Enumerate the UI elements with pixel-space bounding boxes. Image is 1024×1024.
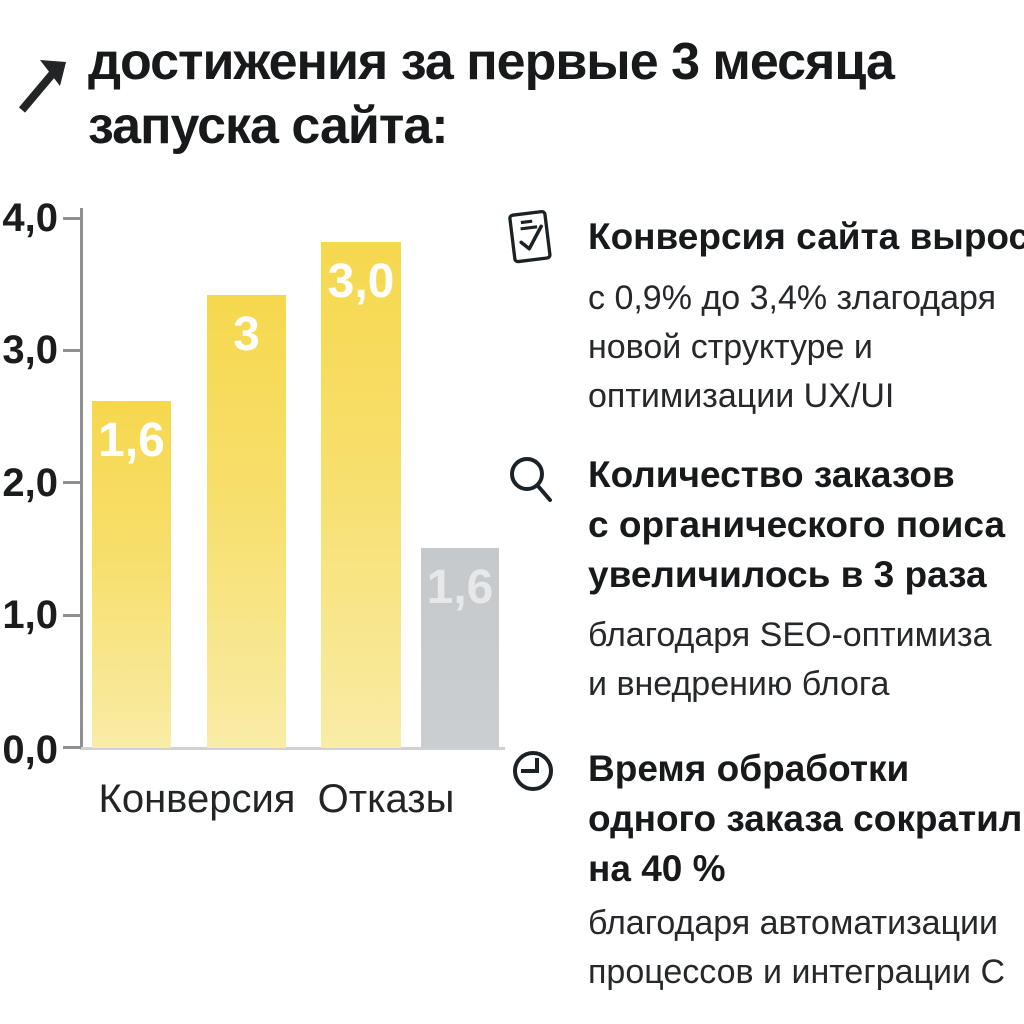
bullet-3-body: благодаря автоматизации процессов и инте… [588,899,1005,997]
bullet-2-body: благодаря SEO-оптимиза и внедрению блога [588,611,992,709]
bar-value-label: 3 [233,308,260,361]
bullet-3-heading: Время обработки одного заказа сократил н… [588,744,1022,894]
bullet-2-heading-line: увеличилось в 3 раза [588,554,987,595]
y-axis-tick [63,481,81,484]
bullet-1-body: с 0,9% до 3,4% злагодаря новой структуре… [588,274,996,421]
x-category-label: Отказы [317,777,455,821]
y-axis-tick [63,217,81,220]
bullet-2-heading-line: Количество заказов [588,454,955,495]
bullet-3-body-line: процессов и интеграции С [588,953,1006,991]
search-icon [510,457,552,502]
bar-conversion-before: 1,6 [92,401,171,748]
bullet-1-heading: Конверсия сайта вырос [588,212,1024,262]
x-axis-baseline [80,747,505,750]
bullet-2-body-line: благодаря SEO-оптимиза [588,616,992,654]
y-axis-tick [63,614,81,617]
bullet-3-heading-line: одного заказа сократил [588,798,1023,839]
bar-value-label: 3,0 [327,255,395,308]
bar-bounces: 1,6 [421,548,499,748]
bullet-1-body-line: оптимизации UX/UI [588,377,895,415]
page-title-line1: достижения за первые 3 месяца [88,33,895,91]
bullet-2-heading: Количество заказов с органического поиса… [588,450,1005,600]
bullet-1-heading-line: Конверсия сайта вырос [588,216,1024,257]
page-title-line2: запуска сайта: [88,97,449,155]
bullet-1-body-line: новой структуре и [588,328,873,366]
bullet-3-heading-line: на 40 % [588,848,726,889]
y-axis-tick [63,349,81,352]
bar-value-label: 1,6 [426,561,494,614]
bar-conversion-after: 3,0 [321,242,401,748]
y-tick-label: 0,0 [2,728,58,772]
bullet-2-body-line: и внедрению блога [588,665,890,703]
y-tick-label: 2,0 [2,461,58,505]
checklist-icon [508,209,552,264]
bullet-1-body-line: с 0,9% до 3,4% злагодаря [588,279,996,317]
clock-icon [513,751,553,791]
bullet-2-heading-line: с органического поиса [588,504,1006,545]
y-axis-tick [63,746,81,749]
x-category-label: Конверсия [98,777,296,821]
bar-value-label: 1,6 [98,414,165,467]
up-right-arrow-icon [18,60,66,113]
y-axis-line [80,208,83,750]
page-title: достижения за первые 3 месяца запуска са… [88,30,1008,158]
bar-conversion-mid: 3 [207,295,286,748]
y-tick-label: 1,0 [2,593,58,637]
bullet-3-body-line: благодаря автоматизации [588,904,999,942]
bullet-3-heading-line: Время обработки [588,748,910,789]
y-tick-label: 4,0 [2,196,58,240]
y-tick-label: 3,0 [2,328,58,372]
